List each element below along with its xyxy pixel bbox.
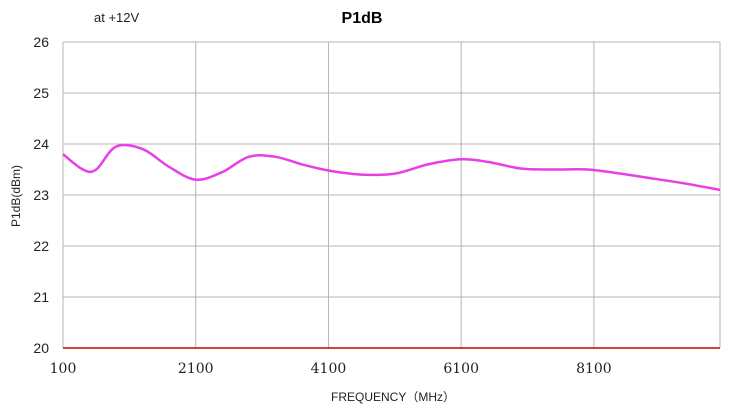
chart-subtitle: at +12V <box>94 10 140 25</box>
y-tick-labels: 20 21 22 23 24 25 26 <box>33 34 49 356</box>
grid <box>62 41 721 349</box>
y-tick-label: 21 <box>33 289 49 305</box>
x-tick-label: 4100 <box>311 361 347 377</box>
y-tick-label: 26 <box>33 34 49 50</box>
x-tick-label: 2100 <box>178 361 214 377</box>
y-tick-label: 22 <box>33 238 49 254</box>
x-tick-label: 8100 <box>576 361 612 377</box>
y-tick-label: 20 <box>33 340 49 356</box>
x-axis-label: FREQUENCY（MHz） <box>331 390 455 404</box>
y-axis-label: P1dB(dBm) <box>9 165 23 227</box>
series-line <box>62 143 721 192</box>
x-tick-label: 100 <box>50 361 77 377</box>
series-group <box>62 143 721 192</box>
y-tick-label: 24 <box>33 136 49 152</box>
y-tick-label: 25 <box>33 85 49 101</box>
chart-title: P1dB <box>342 10 383 27</box>
x-tick-label: 6100 <box>443 361 479 377</box>
x-tick-labels: 100 2100 4100 6100 8100 <box>50 361 612 377</box>
y-tick-label: 23 <box>33 187 49 203</box>
